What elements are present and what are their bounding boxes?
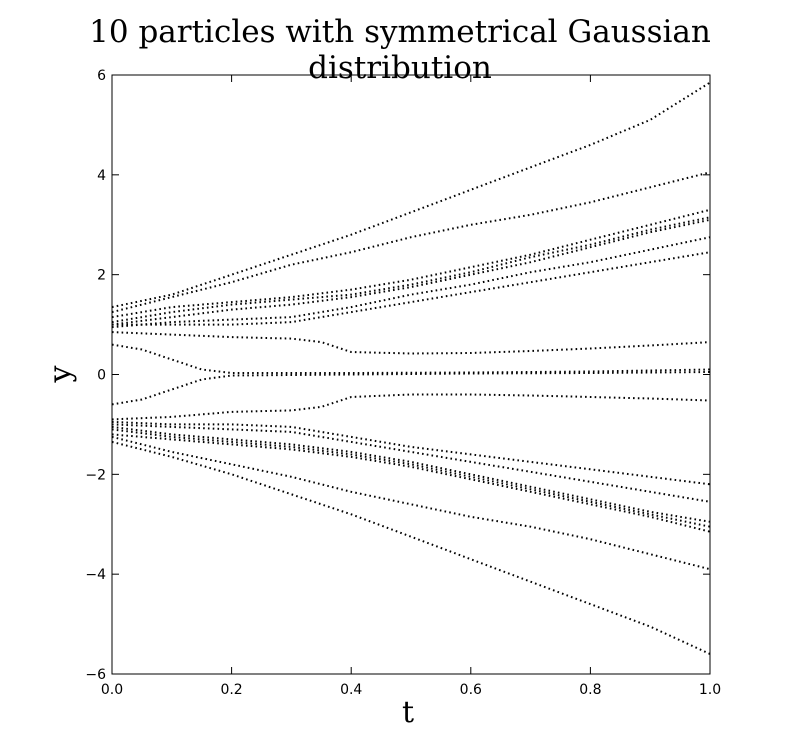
y-axis-label: y [43,365,78,383]
particle-trajectory-3 [111,208,711,319]
particle-trajectory-10 [111,371,711,406]
particle-trajectory-17 [111,435,711,571]
x-tick-label: 0.0 [101,682,123,698]
particle-trajectory-4 [111,216,711,324]
chart-title: 10 particles with symmetrical Gaussian d… [89,14,711,86]
particle-trajectory-14 [111,425,711,523]
particle-trajectory-12 [111,420,711,486]
y-tick-label: 2 [97,268,106,284]
y-tick-label: −6 [85,667,106,683]
y-tick-label: −4 [85,567,106,583]
particle-trajectory-6 [111,236,711,329]
series-layer [111,81,711,655]
y-tick-label: 4 [97,168,106,184]
x-tick-label: 0.6 [460,682,482,698]
particle-trajectory-1 [111,81,711,309]
particle-trajectory-8 [111,331,711,355]
particle-trajectory-2 [111,171,711,314]
particle-trajectory-13 [111,423,711,503]
x-axis-label: t [402,695,414,730]
particle-trajectory-16 [111,433,711,533]
tick-layer: 0.0 0.2 0.4 0.6 0.8 1.0 −6 −4 −2 0 2 4 6 [85,68,721,698]
x-tick-label: 1.0 [699,682,721,698]
x-tick-label: 0.4 [340,682,362,698]
x-tick-label: 0.2 [220,682,242,698]
particle-trajectory-15 [111,428,711,528]
particle-trajectory-7 [112,251,711,326]
particle-trajectory-11 [111,393,711,421]
particle-trajectory-18 [111,440,711,655]
x-tick-label: 0.8 [579,682,601,698]
y-tick-label: 6 [97,68,106,84]
particle-trajectory-9 [111,343,711,374]
y-tick-label: −2 [85,467,106,483]
particle-trajectory-5 [111,218,711,326]
y-tick-label: 0 [97,368,106,384]
